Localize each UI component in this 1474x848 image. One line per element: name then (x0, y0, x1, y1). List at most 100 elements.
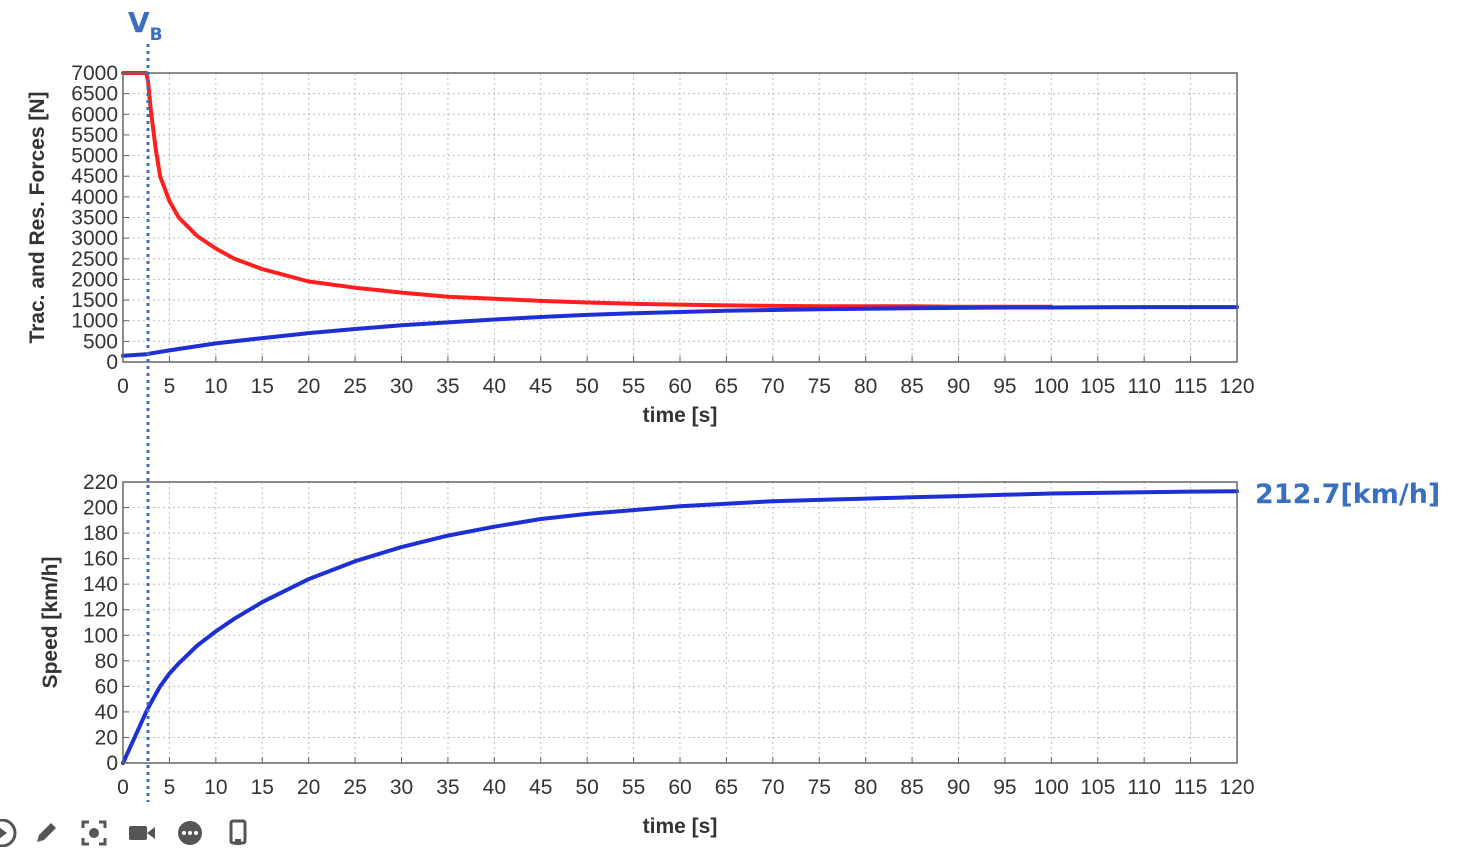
speed-x-tick-label: 5 (164, 776, 176, 799)
speed-y-tick-label: 220 (83, 471, 118, 494)
play-icon[interactable] (0, 818, 22, 848)
speed-x-tick-label: 80 (854, 776, 877, 799)
speed-x-tick-label: 115 (1174, 776, 1207, 799)
vb-subscript-text: B (150, 25, 163, 45)
force-x-tick-label: 45 (529, 375, 552, 398)
video-toolbar (0, 818, 262, 848)
force-y-tick-label: 4000 (71, 186, 118, 209)
speed-y-tick-label: 80 (95, 650, 118, 673)
speed-series-line-1 (121, 489, 1239, 765)
speed-x-tick-label: 25 (343, 776, 366, 799)
force-x-tick-label: 85 (900, 375, 923, 398)
force-chart-grid (122, 72, 1238, 363)
force-series-line-2 (121, 305, 1239, 358)
speed-y-tick-label: 60 (95, 675, 118, 698)
force-y-tick-label: 1000 (71, 310, 118, 333)
force-x-tick-label: 120 (1219, 375, 1254, 398)
base-speed-marker-label: VB (128, 6, 163, 45)
force-x-tick-label: 70 (761, 375, 784, 398)
force-x-tick-label: 55 (622, 375, 645, 398)
force-y-tick-label: 5000 (71, 145, 118, 168)
speed-x-tick-label: 110 (1127, 776, 1160, 799)
force-x-tick-label: 25 (343, 375, 366, 398)
speed-x-tick-label: 85 (900, 776, 923, 799)
force-y-tick-label: 5500 (71, 124, 118, 147)
force-x-tick-label: 115 (1174, 375, 1207, 398)
speed-chart-y-label: Speed [km/h] (39, 557, 62, 689)
force-series-line-1 (121, 71, 1054, 309)
speed-chart-series (121, 489, 1239, 765)
force-chart-series (121, 71, 1239, 358)
force-x-tick-label: 35 (436, 375, 459, 398)
force-y-tick-label: 6500 (71, 83, 118, 106)
speed-x-tick-label: 50 (575, 776, 598, 799)
force-y-tick-label: 500 (83, 330, 118, 353)
speed-x-tick-label: 100 (1034, 776, 1069, 799)
force-x-tick-label: 60 (668, 375, 691, 398)
force-y-tick-label: 6000 (71, 103, 118, 126)
speed-x-tick-label: 60 (668, 776, 691, 799)
force-chart-y-label: Trac. and Res. Forces [N] (26, 91, 49, 343)
force-x-tick-label: 30 (390, 375, 413, 398)
speed-chart-x-ticks: 0 5 10 15 20 25 30 35 40 45 50 55 60 65 70 75 80 85 90 95 10… (117, 757, 1255, 799)
force-x-tick-label: 50 (575, 375, 598, 398)
speed-x-tick-label: 105 (1080, 776, 1115, 799)
speed-x-tick-label: 65 (715, 776, 738, 799)
speed-y-tick-label: 0 (106, 752, 118, 775)
pen-icon[interactable] (22, 818, 70, 848)
speed-x-tick-label: 10 (204, 776, 227, 799)
force-x-tick-label: 10 (204, 375, 227, 398)
force-y-tick-label: 3500 (71, 207, 118, 230)
speed-y-tick-label: 200 (83, 497, 118, 520)
speed-x-tick-label: 70 (761, 776, 784, 799)
speed-chart-x-label: time [s] (643, 815, 718, 838)
speed-y-tick-label: 120 (83, 599, 118, 622)
speed-x-tick-label: 35 (436, 776, 459, 799)
speed-y-tick-label: 20 (95, 726, 118, 749)
force-x-tick-label: 90 (947, 375, 970, 398)
force-chart: 0 5 10 15 20 25 30 35 40 45 50 55 60 65 70 75 80 85 90 95 10… (26, 62, 1255, 427)
final-speed-label: 212.7[km/h] (1255, 479, 1440, 510)
speed-y-tick-label: 180 (83, 522, 118, 545)
screenshot-icon[interactable] (70, 818, 118, 848)
speed-y-tick-label: 160 (83, 548, 118, 571)
speed-chart-grid (122, 481, 1238, 764)
force-chart-y-ticks: 0500100015002000250030003500400045005000… (71, 62, 129, 374)
force-x-tick-label: 20 (297, 375, 320, 398)
speed-y-tick-label: 140 (83, 573, 118, 596)
speed-x-tick-label: 55 (622, 776, 645, 799)
mobile-device-icon[interactable] (214, 818, 262, 848)
force-x-tick-label: 75 (808, 375, 831, 398)
speed-x-tick-label: 15 (251, 776, 274, 799)
force-x-tick-label: 0 (117, 375, 129, 398)
more-icon[interactable] (166, 818, 214, 848)
force-x-tick-label: 105 (1080, 375, 1115, 398)
force-x-tick-label: 40 (483, 375, 506, 398)
vb-main-text: V (128, 6, 150, 39)
force-y-tick-label: 7000 (71, 62, 118, 85)
force-y-tick-label: 3000 (71, 227, 118, 250)
force-chart-x-label: time [s] (643, 404, 718, 427)
speed-x-tick-label: 45 (529, 776, 552, 799)
force-x-tick-label: 110 (1127, 375, 1160, 398)
speed-x-tick-label: 30 (390, 776, 413, 799)
speed-x-tick-label: 20 (297, 776, 320, 799)
speed-x-tick-label: 75 (808, 776, 831, 799)
force-y-tick-label: 2000 (71, 268, 118, 291)
speed-y-tick-label: 40 (95, 701, 118, 724)
speed-x-tick-label: 0 (117, 776, 129, 799)
force-chart-x-ticks: 0 5 10 15 20 25 30 35 40 45 50 55 60 65 70 75 80 85 90 95 10… (117, 356, 1255, 398)
speed-x-tick-label: 40 (483, 776, 506, 799)
force-x-tick-label: 95 (993, 375, 1016, 398)
speed-y-tick-label: 100 (83, 624, 118, 647)
force-x-tick-label: 15 (251, 375, 274, 398)
speed-x-tick-label: 95 (993, 776, 1016, 799)
force-y-tick-label: 2500 (71, 248, 118, 271)
video-camera-icon[interactable] (118, 818, 166, 848)
force-y-tick-label: 0 (106, 351, 118, 374)
force-y-tick-label: 4500 (71, 165, 118, 188)
force-x-tick-label: 65 (715, 375, 738, 398)
force-x-tick-label: 5 (164, 375, 176, 398)
